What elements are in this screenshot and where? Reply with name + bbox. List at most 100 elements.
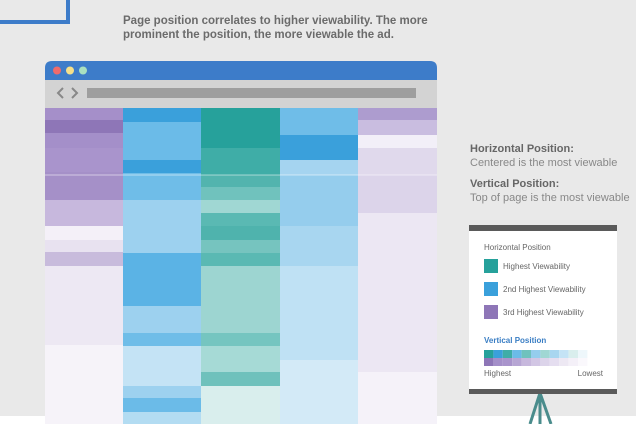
heat-block	[45, 133, 123, 148]
heat-block	[45, 108, 123, 120]
header-line: prominent the position, the more viewabl…	[123, 29, 394, 41]
gradient-cell	[578, 350, 588, 358]
heat-block	[280, 135, 358, 160]
gradient-cell	[493, 350, 503, 358]
heat-block	[123, 333, 201, 346]
board-bottom	[469, 389, 617, 394]
note-title: Vertical Position:	[470, 178, 559, 190]
heat-block	[201, 266, 280, 333]
gradient-cell	[559, 358, 569, 366]
legend-swatch	[484, 305, 498, 319]
window-dot	[53, 66, 61, 75]
heat-block	[45, 345, 123, 424]
heat-block	[123, 398, 201, 412]
heat-block	[201, 386, 280, 424]
heat-block	[123, 412, 201, 424]
gradient-cell	[512, 358, 522, 366]
heat-block	[201, 187, 280, 200]
scale-label: Highest	[484, 369, 512, 378]
gradient-cell	[540, 358, 550, 366]
heat-block	[201, 200, 280, 213]
heat-block	[45, 240, 123, 252]
heat-block	[201, 372, 280, 386]
nav-arrows	[56, 87, 79, 99]
heat-block	[123, 386, 201, 398]
tripod	[528, 392, 553, 424]
url-field	[87, 88, 416, 98]
gradient-cell	[502, 358, 513, 366]
heat-block	[123, 160, 201, 173]
note-title: Horizontal Position:	[470, 143, 574, 155]
heat-block	[45, 172, 123, 200]
heat-block	[358, 175, 437, 213]
legend-swatch	[484, 259, 498, 273]
heat-block	[123, 122, 201, 160]
legend-item: 3rd Highest Viewability	[503, 308, 584, 317]
heat-block	[45, 226, 123, 240]
gradient-cell	[549, 358, 560, 366]
note-text: Top of page is the most viewable	[470, 192, 630, 204]
title-bar	[45, 61, 437, 80]
heat-block	[358, 108, 437, 120]
heat-block	[123, 253, 201, 306]
legend-item: Highest Viewability	[503, 262, 570, 271]
gradient-cell	[568, 350, 578, 358]
gradient-cell	[521, 350, 531, 358]
gradient-cell	[559, 350, 569, 358]
heat-block	[201, 346, 280, 372]
board-top	[469, 225, 617, 231]
heat-block	[201, 108, 280, 148]
gradient-cell	[484, 350, 494, 358]
gradient-cell	[484, 358, 494, 366]
corner-decoration	[0, 0, 70, 24]
heat-block	[358, 372, 437, 424]
header-line: Page position correlates to higher viewa…	[123, 15, 428, 27]
gradient-cell	[540, 350, 550, 358]
legend-board: Horizontal Position Highest Viewability …	[469, 225, 617, 424]
heat-block	[201, 213, 280, 226]
legend-swatch	[484, 282, 498, 296]
legend-title: Horizontal Position	[484, 243, 551, 252]
browser-window	[45, 61, 437, 424]
gradient-cell	[568, 358, 578, 366]
heat-block	[123, 200, 201, 253]
heat-block	[358, 120, 437, 135]
heat-block	[123, 346, 201, 386]
heat-block	[280, 160, 358, 175]
heat-block	[45, 200, 123, 226]
heat-block	[280, 266, 358, 360]
heat-block	[45, 120, 123, 133]
gradient-cell	[578, 358, 588, 366]
heat-block	[280, 360, 358, 424]
heat-block	[201, 175, 280, 187]
gradient-cell	[512, 350, 522, 358]
window-dot	[79, 66, 87, 75]
heat-block	[123, 306, 201, 333]
heat-block	[201, 253, 280, 266]
legend-subtitle: Vertical Position	[484, 336, 546, 345]
heat-block	[280, 175, 358, 226]
scale-label: Lowest	[578, 369, 604, 378]
heat-block	[280, 108, 358, 135]
legend-item: 2nd Highest Viewability	[503, 285, 586, 294]
heat-block	[201, 333, 280, 346]
window-dot	[66, 66, 74, 75]
gradient-cell	[549, 350, 560, 358]
heatmap	[45, 108, 437, 424]
heat-block	[201, 240, 280, 253]
heat-block	[45, 266, 123, 345]
heat-block	[358, 148, 437, 175]
heat-block	[123, 108, 201, 122]
heat-block	[45, 252, 123, 266]
gradient-cell	[493, 358, 503, 366]
gradient-cell	[531, 358, 541, 366]
gradient-cell	[531, 350, 541, 358]
heat-block	[358, 135, 437, 148]
heat-block	[45, 148, 123, 172]
gradient-cell	[502, 350, 513, 358]
heat-block	[358, 213, 437, 372]
heat-block	[201, 148, 280, 175]
heat-block	[280, 226, 358, 266]
heat-block	[123, 173, 201, 200]
